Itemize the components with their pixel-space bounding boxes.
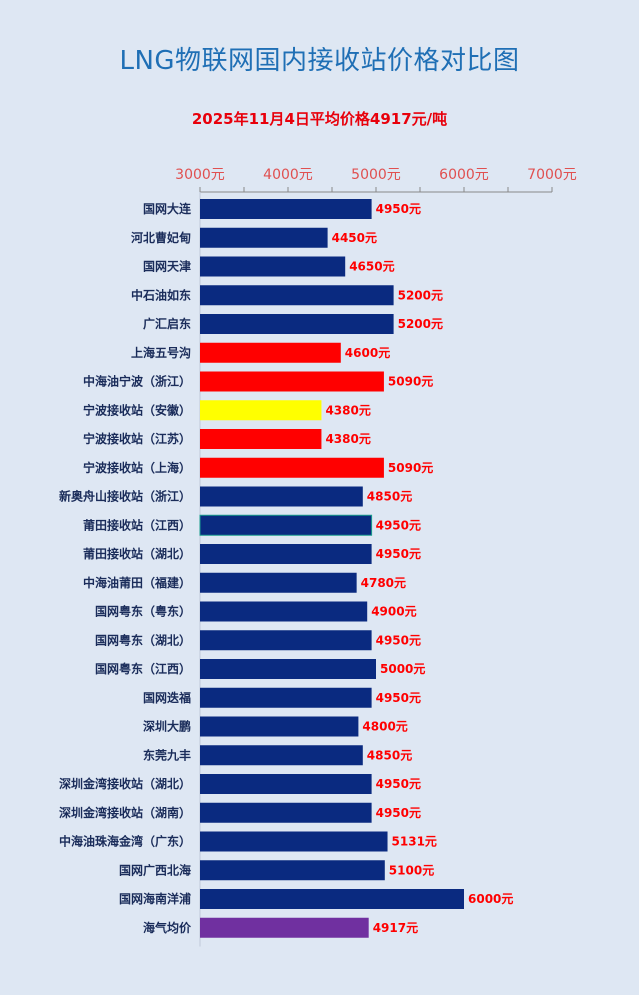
chart-title: LNG物联网国内接收站价格对比图	[119, 46, 520, 76]
category-label: 广汇启东	[143, 316, 191, 331]
value-label: 5090元	[388, 375, 433, 389]
bar	[200, 227, 328, 248]
value-label: 4850元	[367, 490, 412, 504]
value-label: 4950元	[376, 777, 421, 791]
bar	[200, 371, 384, 392]
category-label: 深圳金湾接收站（湖南）	[59, 805, 191, 820]
category-label: 国网天津	[143, 259, 191, 274]
category-label: 国网粤东（粤东）	[95, 604, 191, 619]
value-label: 4950元	[376, 633, 421, 647]
bar	[200, 544, 372, 564]
value-label: 4800元	[362, 720, 407, 734]
category-label: 国网粤东（江西）	[95, 661, 191, 676]
bar	[200, 860, 385, 881]
x-tick-label: 4000元	[263, 167, 313, 183]
value-label: 4780元	[361, 576, 406, 590]
bar	[200, 572, 357, 593]
bar	[200, 745, 363, 766]
bar	[200, 687, 372, 708]
bar	[199, 514, 373, 536]
category-label: 中海油莆田（福建）	[83, 575, 191, 590]
category-label: 东莞九丰	[143, 747, 191, 762]
bar	[200, 889, 464, 909]
bar	[200, 630, 372, 651]
category-label: 国网迭福	[143, 690, 191, 705]
bar	[200, 659, 376, 679]
category-label: 国网大连	[143, 201, 192, 216]
category-label: 国网粤东（湖北）	[95, 632, 191, 647]
category-label: 中海油宁波（浙江）	[83, 374, 191, 389]
value-label: 4600元	[345, 346, 390, 360]
category-label: 宁波接收站（上海）	[83, 460, 191, 475]
category-label: 中石油如东	[131, 287, 191, 302]
value-label: 4650元	[349, 260, 394, 274]
chart-subtitle: 2025年11月4日平均价格4917元/吨	[191, 110, 448, 128]
bar	[200, 400, 322, 421]
bar	[200, 256, 346, 277]
bar	[200, 199, 372, 219]
value-label: 4380元	[325, 403, 370, 417]
value-label: 4450元	[332, 231, 377, 245]
value-label: 4950元	[376, 547, 421, 561]
value-label: 5200元	[398, 317, 443, 331]
bar	[200, 802, 372, 823]
category-label: 深圳金湾接收站（湖北）	[59, 776, 191, 791]
bar	[200, 486, 363, 507]
value-label: 4950元	[376, 806, 421, 820]
bar	[200, 342, 341, 363]
bar	[200, 774, 372, 794]
category-label: 莆田接收站（湖北）	[83, 546, 191, 561]
value-label: 5200元	[398, 288, 443, 302]
value-label: 5131元	[392, 835, 437, 849]
value-label: 4850元	[367, 748, 412, 762]
value-label: 6000元	[468, 892, 513, 906]
value-label: 5100元	[389, 863, 434, 877]
category-label: 宁波接收站（安徽）	[83, 402, 191, 417]
category-label: 宁波接收站（江苏）	[83, 431, 191, 446]
value-label: 5000元	[380, 662, 425, 676]
value-label: 4380元	[325, 432, 370, 446]
category-label: 中海油珠海金湾（广东）	[59, 834, 191, 849]
category-label: 海气均价	[143, 920, 192, 935]
bar	[200, 457, 384, 478]
category-label: 新奥舟山接收站（浙江）	[59, 489, 191, 504]
bar	[200, 831, 388, 852]
bar	[200, 601, 368, 622]
bar	[200, 314, 394, 334]
bar	[200, 285, 394, 306]
value-label: 4900元	[371, 605, 416, 619]
value-label: 5090元	[388, 461, 433, 475]
category-label: 莆田接收站（江西）	[83, 517, 191, 532]
value-label: 4917元	[373, 921, 418, 935]
x-tick-label: 3000元	[175, 167, 225, 183]
category-label: 国网广西北海	[119, 862, 191, 877]
value-label: 4950元	[376, 518, 421, 532]
bar	[200, 429, 322, 449]
value-label: 4950元	[376, 691, 421, 705]
category-label: 上海五号沟	[131, 345, 191, 360]
bar	[200, 716, 359, 737]
category-label: 河北曹妃甸	[130, 230, 191, 245]
x-tick-label: 6000元	[439, 167, 489, 183]
value-label: 4950元	[376, 202, 421, 216]
category-label: 深圳大鹏	[143, 719, 191, 734]
category-label: 国网海南洋浦	[119, 891, 191, 906]
bar	[200, 917, 369, 938]
x-tick-label: 7000元	[527, 167, 577, 183]
x-tick-label: 5000元	[351, 167, 401, 183]
